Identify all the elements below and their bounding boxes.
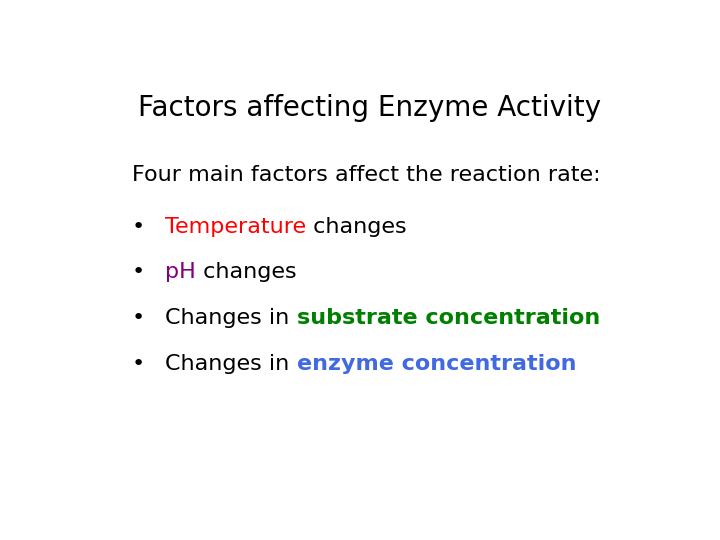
Text: Temperature: Temperature — [166, 217, 307, 237]
Text: Four main factors affect the reaction rate:: Four main factors affect the reaction ra… — [132, 165, 600, 185]
Text: pH: pH — [166, 262, 196, 282]
Text: •: • — [132, 308, 145, 328]
Text: Changes in: Changes in — [166, 308, 297, 328]
Text: Factors affecting Enzyme Activity: Factors affecting Enzyme Activity — [138, 94, 600, 122]
Text: •: • — [132, 217, 145, 237]
Text: •: • — [132, 354, 145, 374]
Text: substrate concentration: substrate concentration — [297, 308, 600, 328]
Text: enzyme concentration: enzyme concentration — [297, 354, 576, 374]
Text: Changes in: Changes in — [166, 354, 297, 374]
Text: changes: changes — [307, 217, 407, 237]
Text: •: • — [132, 262, 145, 282]
Text: changes: changes — [196, 262, 297, 282]
